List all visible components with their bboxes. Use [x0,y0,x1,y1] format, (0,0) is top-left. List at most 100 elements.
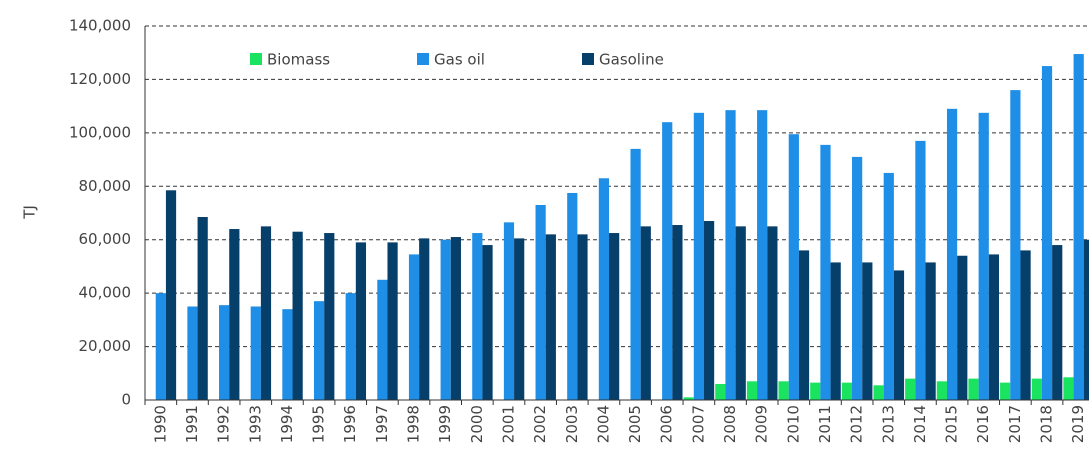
bar [165,190,177,400]
y-tick-label: 0 [121,391,131,409]
x-tick-label: 2004 [594,405,612,443]
bar [282,309,293,400]
bar [1000,382,1011,400]
y-axis-label: TJ [21,205,39,220]
x-tick-label: 1999 [436,405,454,443]
x-tick-label: 1997 [373,405,391,443]
y-tick-label: 60,000 [79,230,132,248]
bar [640,226,651,400]
x-tick-label: 1995 [310,405,328,443]
y-tick-label: 120,000 [69,70,131,88]
bar [672,225,683,400]
bar [883,172,894,400]
bar [798,250,810,400]
x-tick-label: 2000 [468,405,486,443]
bar [925,262,936,400]
bar [419,238,430,400]
bar [482,245,493,400]
bar [155,293,166,400]
bar [905,378,916,400]
bar [292,231,303,400]
y-tick-label: 100,000 [69,123,131,141]
x-tick-label: 2017 [1006,405,1024,443]
bar [1063,377,1074,400]
bar [746,381,758,400]
bar [693,112,704,401]
bar [345,293,356,400]
bar [810,382,821,400]
x-tick-label: 2009 [753,405,771,443]
bar [735,226,746,400]
bar [1020,250,1031,400]
bar [355,242,367,400]
bar [219,305,230,400]
x-tick-label: 2012 [848,405,866,443]
x-tick-label: 2002 [531,405,549,443]
x-tick-label: 2018 [1038,405,1056,443]
bar [968,378,979,400]
bar [788,134,799,400]
x-tick-label: 2014 [911,405,929,443]
bar [387,242,398,400]
legend-label: Gasoline [599,51,664,69]
x-tick-label: 2015 [943,405,961,443]
bar [683,397,694,400]
x-tick-label: 1990 [151,405,169,443]
bar [703,221,715,400]
bar [577,234,588,400]
legend-label: Biomass [267,51,330,69]
x-tick-label: 1991 [183,405,201,443]
legend-swatch [582,53,594,65]
bar [915,140,926,400]
bar [1083,239,1089,400]
y-tick-label: 20,000 [79,337,132,355]
x-tick-label: 1994 [278,405,296,443]
x-tick-label: 2005 [626,405,644,443]
x-tick-label: 2007 [689,405,707,443]
x-tick-label: 2011 [816,405,834,443]
bar [450,237,461,400]
bar [841,382,853,400]
bar [830,262,841,400]
bar [377,279,388,400]
legend-swatch [250,53,262,65]
y-tick-label: 80,000 [79,177,132,195]
bar [440,239,451,400]
bar [609,233,620,400]
bar [535,204,546,400]
bar [514,238,525,400]
bar [545,234,556,400]
x-tick-label: 1993 [246,405,264,443]
x-tick-label: 2008 [721,405,739,443]
bar [715,383,726,400]
bar [408,254,420,400]
x-tick-label: 1996 [341,405,359,443]
x-tick-label: 1992 [215,405,233,443]
bar [1073,54,1084,401]
bar [873,385,884,400]
legend-label: Gas oil [434,51,485,69]
y-tick-label: 140,000 [69,17,131,35]
bar [757,110,768,401]
bar [567,192,578,400]
bar [229,229,240,400]
bar [862,262,873,400]
bar [630,148,641,400]
bar [1031,378,1042,400]
x-tick-label: 2010 [784,405,802,443]
bar [767,226,778,400]
bar [260,226,272,400]
x-tick-label: 2003 [563,405,581,443]
bar [1010,90,1021,400]
bar [472,233,483,400]
y-tick-label: 40,000 [79,284,132,302]
x-tick-label: 2001 [499,405,517,443]
bar [957,255,968,400]
bar [662,122,673,401]
bar [503,222,515,400]
x-tick-label: 2006 [658,405,676,443]
bar [324,233,335,400]
bar [988,254,1000,400]
bar [313,301,325,400]
